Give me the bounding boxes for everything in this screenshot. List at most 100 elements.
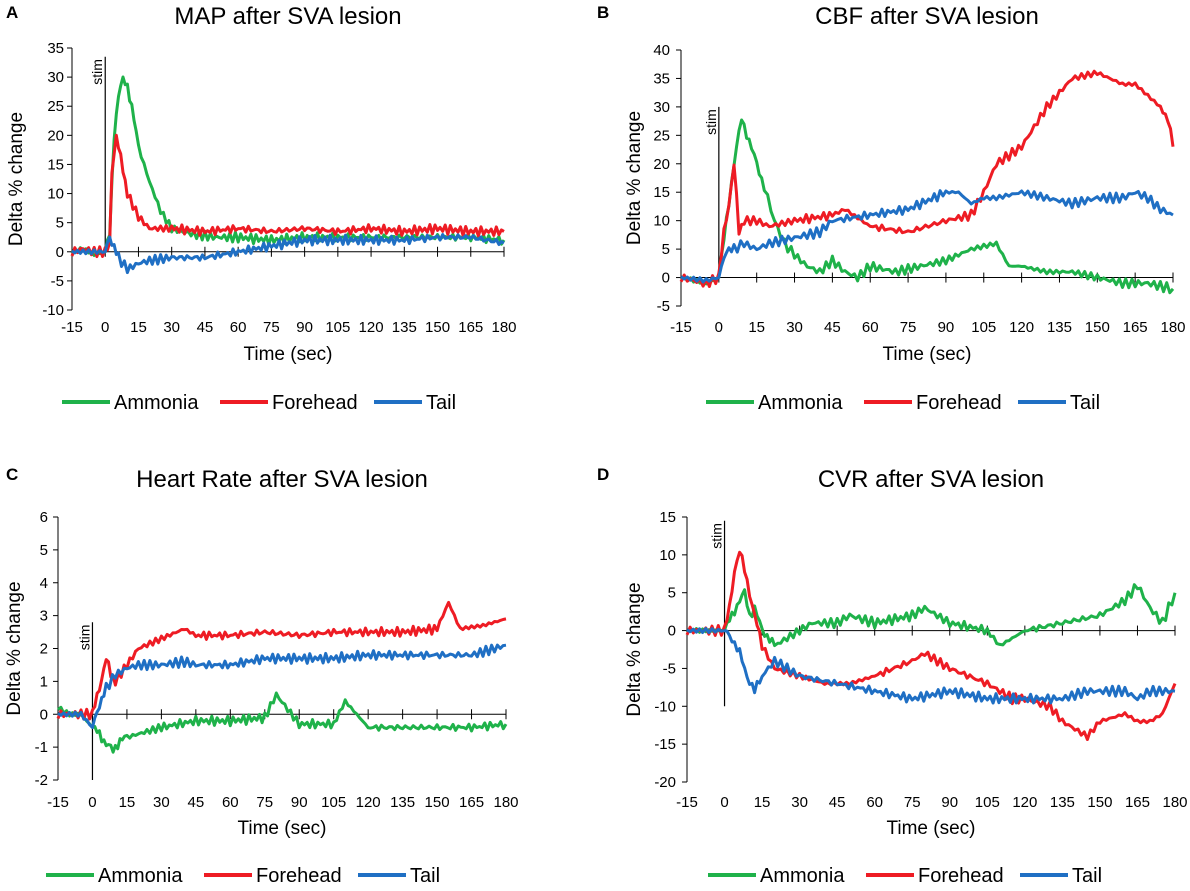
- legend-label-ammonia: Ammonia: [758, 392, 843, 414]
- legend: Ammonia Forehead Tail: [62, 392, 456, 414]
- x-tick-label: 165: [458, 319, 483, 336]
- stim-annotation: stim: [89, 59, 105, 85]
- x-tick-label: 105: [325, 319, 350, 336]
- legend-label-tail: Tail: [1072, 865, 1102, 887]
- x-tick-label: 30: [786, 319, 803, 336]
- y-tick-label: 5: [668, 585, 676, 602]
- y-tick-label: -2: [35, 772, 48, 789]
- y-tick-label: 35: [47, 40, 64, 57]
- x-tick-label: 60: [862, 319, 879, 336]
- x-tick-label: 90: [296, 319, 313, 336]
- x-tick-label: 15: [119, 794, 136, 811]
- chart-panel-b: B CBF after SVA lesion -5 0 5 10 15 20 25 30 35 40 -…: [597, 3, 1186, 414]
- y-tick-label: 5: [40, 542, 48, 559]
- x-tick-label: 180: [1160, 319, 1185, 336]
- x-tick-label: 30: [153, 794, 170, 811]
- chart-panel-d: D CVR after SVA lesion-20-15-10-5051015-1…: [597, 465, 1188, 887]
- x-axis-label: Time (sec): [237, 818, 326, 839]
- x-tick-label: 45: [829, 794, 846, 811]
- stim-annotation: stim: [76, 625, 92, 651]
- x-tick-label: 180: [1162, 794, 1187, 811]
- x-tick-label: 0: [88, 794, 96, 811]
- x-tick-label: 15: [748, 319, 765, 336]
- y-tick-label: 2: [40, 641, 48, 658]
- x-tick-label: 75: [900, 319, 917, 336]
- x-tick-label: 45: [824, 319, 841, 336]
- legend-label-tail: Tail: [1070, 392, 1100, 414]
- x-tick-label: 135: [1047, 319, 1072, 336]
- y-tick-label: 4: [40, 575, 48, 592]
- x-tick-label: -15: [676, 794, 698, 811]
- x-tick-label: 75: [263, 319, 280, 336]
- chart-title: CBF after SVA lesion: [815, 3, 1039, 30]
- x-tick-label: 0: [715, 319, 723, 336]
- x-tick-label: -15: [61, 319, 83, 336]
- x-tick-label: 75: [256, 794, 273, 811]
- x-tick-label: 180: [493, 794, 518, 811]
- y-tick-label: 0: [662, 270, 670, 287]
- y-tick-label: -10: [654, 698, 676, 715]
- y-tick-label: -5: [657, 298, 670, 315]
- legend-label-ammonia: Ammonia: [114, 392, 199, 414]
- y-axis-label: Delta % change: [624, 111, 645, 245]
- x-tick-label: 0: [720, 794, 728, 811]
- x-tick-label: 165: [459, 794, 484, 811]
- x-tick-label: 180: [491, 319, 516, 336]
- legend-label-forehead: Forehead: [256, 865, 342, 887]
- y-tick-label: 0: [668, 623, 676, 640]
- x-tick-label: 0: [101, 319, 109, 336]
- y-tick-label: 25: [47, 98, 64, 115]
- x-axis-label: Time (sec): [882, 344, 971, 365]
- stim-annotation: stim: [709, 523, 725, 549]
- x-tick-label: 15: [130, 319, 147, 336]
- x-axis-label: Time (sec): [243, 344, 332, 365]
- x-tick-label: 15: [754, 794, 771, 811]
- y-tick-label: 25: [653, 127, 670, 144]
- x-tick-label: 120: [1009, 319, 1034, 336]
- x-tick-label: 45: [197, 319, 214, 336]
- series-line-tail: [57, 643, 507, 729]
- y-tick-label: 6: [40, 509, 48, 526]
- x-tick-label: 135: [390, 794, 415, 811]
- series-line-ammonia: [57, 691, 508, 754]
- x-tick-label: 120: [1012, 794, 1037, 811]
- x-axis-label: Time (sec): [886, 818, 975, 839]
- x-tick-label: 90: [941, 794, 958, 811]
- y-tick-label: 20: [653, 156, 670, 173]
- series-line-tail: [71, 233, 505, 275]
- x-tick-label: 90: [291, 794, 308, 811]
- legend: Ammonia Forehead Tail: [46, 865, 440, 887]
- chart-title: MAP after SVA lesion: [174, 3, 401, 30]
- legend: Ammonia Forehead Tail: [708, 865, 1102, 887]
- x-tick-label: 30: [163, 319, 180, 336]
- legend-label-ammonia: Ammonia: [98, 865, 183, 887]
- legend-label-forehead: Forehead: [918, 865, 1004, 887]
- x-tick-label: 150: [1087, 794, 1112, 811]
- chart-panel-c: C Heart Rate after SVA lesion-2-10123456-…: [4, 465, 519, 887]
- chart-panel-a: A MAP after SVA lesion -10 -5 0 5 10 15 20 25 30 35…: [6, 3, 517, 414]
- y-tick-label: -20: [654, 774, 676, 791]
- x-tick-label: 150: [425, 794, 450, 811]
- y-axis-label: Delta % change: [4, 581, 25, 715]
- y-axis-label: Delta % change: [6, 112, 27, 246]
- y-tick-label: -1: [35, 739, 48, 756]
- x-tick-label: 105: [321, 794, 346, 811]
- y-tick-label: 20: [47, 127, 64, 144]
- x-tick-label: 30: [791, 794, 808, 811]
- x-tick-label: 165: [1125, 794, 1150, 811]
- stim-annotation: stim: [703, 109, 719, 135]
- y-tick-label: 15: [653, 184, 670, 201]
- x-tick-label: 45: [188, 794, 205, 811]
- x-tick-label: 120: [359, 319, 384, 336]
- panel-letter: D: [597, 465, 609, 484]
- y-axis-label: Delta % change: [624, 582, 645, 716]
- x-tick-label: 90: [938, 319, 955, 336]
- panel-letter: A: [6, 3, 18, 22]
- x-tick-label: 150: [1085, 319, 1110, 336]
- y-tick-label: 0: [40, 706, 48, 723]
- y-tick-label: 1: [40, 673, 48, 690]
- y-tick-label: 30: [47, 69, 64, 86]
- panel-letter: B: [597, 3, 609, 22]
- y-tick-label: 35: [653, 70, 670, 87]
- legend-label-tail: Tail: [426, 392, 456, 414]
